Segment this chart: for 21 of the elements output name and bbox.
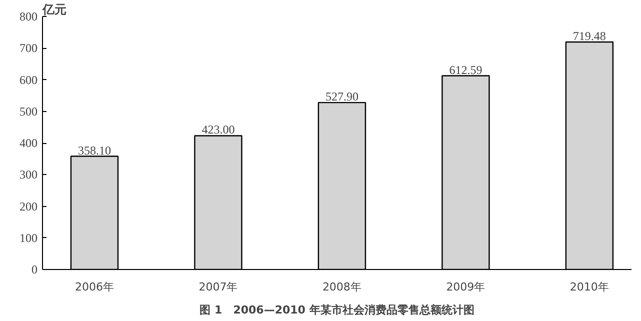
x-tick-label: 2009年 [446, 280, 486, 294]
y-tick-label: 0 [32, 262, 38, 276]
y-tick-label: 200 [20, 199, 38, 214]
y-tick-label: 800 [20, 10, 38, 24]
text: 图 1 2006—2010 年某市社会消费品零售总额统计图 [200, 304, 474, 316]
y-tick-label: 600 [20, 72, 38, 87]
y-tick-label: 700 [20, 41, 38, 56]
data-label: 527.90 [325, 90, 358, 104]
y-axis-title: 亿元 [42, 2, 66, 16]
y-tick-label: 400 [20, 136, 38, 150]
x-tick-label: 2010年 [570, 280, 609, 294]
data-label: 358.10 [78, 143, 111, 158]
data-label: 423.00 [202, 122, 235, 137]
y-tick-label: 500 [20, 104, 38, 118]
x-tick-label: 2006年 [74, 280, 114, 294]
y-tick-label: 100 [20, 230, 38, 245]
data-label: 719.48 [572, 28, 606, 43]
y-tick-label: 300 [20, 168, 38, 182]
data-label: 612.59 [449, 62, 482, 77]
x-tick-label: 2008年 [322, 280, 362, 294]
x-tick-label: 2007年 [198, 280, 238, 294]
